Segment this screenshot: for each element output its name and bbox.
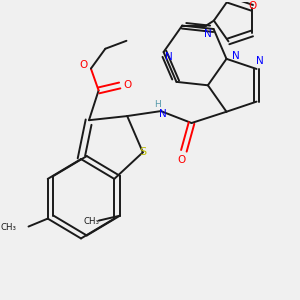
Text: CH₃: CH₃: [83, 217, 99, 226]
Text: O: O: [79, 60, 87, 70]
Text: H: H: [154, 100, 161, 109]
Text: O: O: [178, 155, 186, 165]
Text: O: O: [248, 1, 256, 11]
Text: N: N: [256, 56, 263, 66]
Text: N: N: [159, 109, 166, 119]
Text: N: N: [166, 52, 173, 62]
Text: CH₃: CH₃: [1, 223, 17, 232]
Text: N: N: [204, 29, 212, 39]
Text: S: S: [139, 147, 146, 157]
Text: N: N: [232, 51, 240, 61]
Text: O: O: [123, 80, 131, 91]
